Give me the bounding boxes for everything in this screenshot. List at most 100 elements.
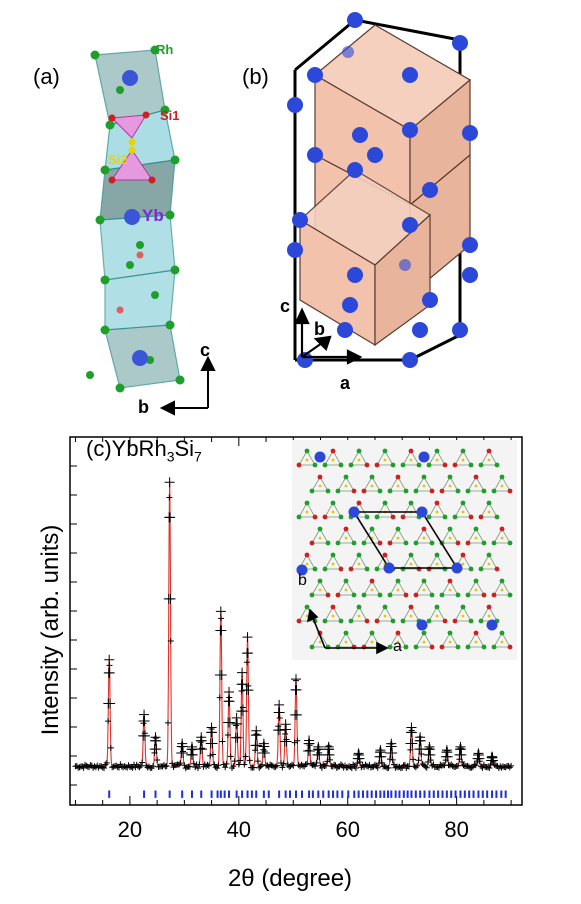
inset-triangle — [350, 554, 368, 570]
observed-point — [374, 764, 381, 771]
observed-point — [235, 761, 242, 768]
inset-center-atom — [435, 458, 439, 462]
inset-center-atom — [435, 510, 439, 514]
observed-point — [415, 757, 422, 764]
inset-atom — [507, 540, 513, 546]
inset-atom — [356, 500, 362, 506]
inset-atom — [382, 604, 388, 610]
observed-point — [110, 763, 117, 770]
inset-atom — [408, 500, 414, 506]
inset-atom — [304, 552, 310, 558]
inset-triangle — [454, 502, 472, 518]
observed-point — [186, 763, 193, 770]
observed-peak-point — [237, 679, 248, 690]
inset-atom — [382, 552, 388, 558]
inset-atom — [499, 526, 505, 532]
observed-point — [160, 761, 167, 768]
inset-center-atom — [409, 614, 413, 618]
inset-triangle — [480, 554, 498, 570]
observed-peak-point — [259, 747, 270, 758]
inset-atom — [296, 618, 302, 624]
observed-point — [460, 762, 467, 769]
yb-label: Yb — [142, 206, 164, 225]
inset-atom — [455, 488, 461, 494]
plot-frame — [69, 436, 523, 806]
observed-point — [468, 764, 475, 771]
inset-triangle — [454, 450, 472, 466]
observed-point — [312, 763, 319, 770]
inset-triangle — [389, 528, 407, 544]
inset-atom — [408, 448, 414, 454]
inset-triangle — [311, 632, 329, 648]
inset-triangle — [493, 476, 511, 492]
observed-point — [278, 760, 285, 767]
inset-triangle — [415, 528, 433, 544]
inset-triangle — [428, 450, 446, 466]
inset-atom — [486, 604, 492, 610]
observed-peak-point — [139, 730, 150, 741]
observed-peak-point — [224, 717, 235, 728]
inset-atom — [361, 488, 367, 494]
inset-atom — [416, 462, 422, 468]
inset-atom — [413, 592, 419, 598]
inset-triangle — [402, 502, 420, 518]
inset-center-atom — [448, 640, 452, 644]
inset-atom — [395, 474, 401, 480]
inset-atom — [408, 552, 414, 558]
inset-atom — [296, 462, 302, 468]
inset-triangle — [441, 476, 459, 492]
observed-point — [506, 764, 513, 771]
observed-peak-point — [291, 684, 302, 695]
inset-atom — [317, 526, 323, 532]
observed-point — [150, 763, 157, 770]
inset-atom — [377, 488, 383, 494]
observed-peak-point — [387, 747, 398, 758]
observed-point — [429, 762, 436, 769]
si1-label: Si1 — [160, 108, 180, 123]
inset-atom — [364, 514, 370, 520]
observed-point — [332, 762, 339, 769]
inset-center-atom — [474, 588, 478, 592]
inset-atom — [304, 448, 310, 454]
inset-triangle — [493, 632, 511, 648]
observed-point — [136, 764, 143, 771]
inset-atom — [296, 514, 302, 520]
inset-atom — [439, 592, 445, 598]
observed-point — [154, 756, 161, 763]
inset-triangle — [402, 554, 420, 570]
inset-center-atom — [448, 484, 452, 488]
observed-point — [83, 762, 90, 769]
inset-center-atom — [383, 614, 387, 618]
inset-atom — [387, 592, 393, 598]
inset-triangle — [337, 580, 355, 596]
observed-peak-point — [139, 716, 150, 727]
inset-atom — [413, 540, 419, 546]
observed-peak-point — [232, 718, 243, 729]
observed-peak-point — [165, 512, 176, 523]
inset-atom — [481, 540, 487, 546]
observed-point — [423, 764, 430, 771]
inset-atom — [330, 500, 336, 506]
inset-atom — [374, 618, 380, 624]
inset-center-atom — [409, 458, 413, 462]
inset-atom — [455, 644, 461, 650]
panel-b-a-axis-label: a — [340, 373, 351, 393]
inset-triangle — [454, 554, 472, 570]
observed-point — [162, 763, 169, 770]
inset-atom — [364, 566, 370, 572]
inset-atom — [369, 526, 375, 532]
observed-point — [471, 761, 478, 768]
inset-atom — [374, 462, 380, 468]
inset-atom — [421, 630, 427, 636]
observed-point — [337, 761, 344, 768]
inset-atom — [338, 462, 344, 468]
inset-atom — [309, 540, 315, 546]
inset-atom — [351, 592, 357, 598]
inset-center-atom — [435, 614, 439, 618]
observed-peak-point — [406, 727, 417, 738]
inset-center-atom — [396, 484, 400, 488]
observed-peak-point — [151, 744, 162, 755]
inset-center-atom — [357, 562, 361, 566]
inset-yb-atoms — [296, 451, 498, 631]
inset-atom — [304, 500, 310, 506]
